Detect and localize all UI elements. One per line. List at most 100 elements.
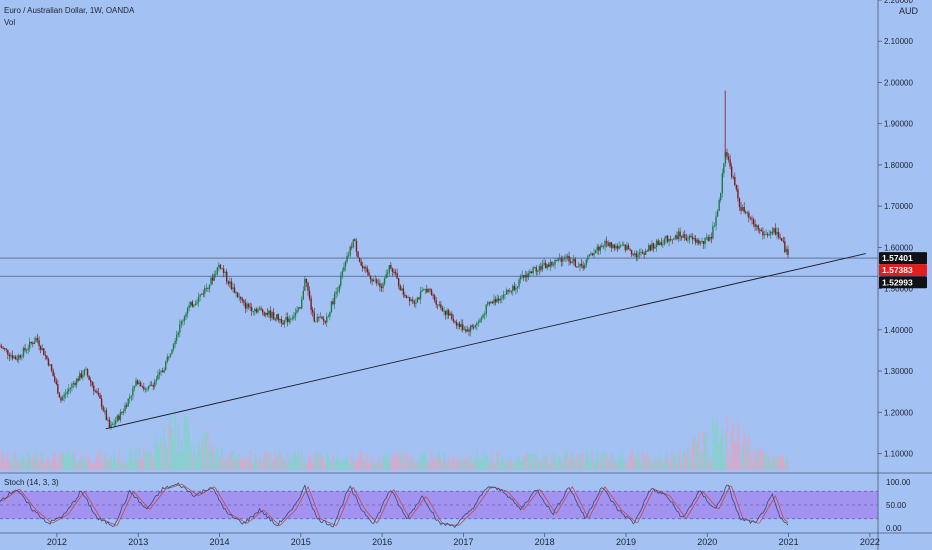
volume-bar [705, 433, 708, 470]
volume-bar [399, 455, 401, 470]
price-tag[interactable] [879, 252, 927, 265]
candle-body [698, 239, 700, 244]
candle-body [663, 238, 666, 245]
volume-bar [347, 462, 350, 470]
candle-body [114, 421, 117, 424]
volume-bar [369, 462, 372, 470]
x-tick-label: 2021 [779, 537, 799, 547]
candle-body [770, 231, 772, 235]
candle-body [651, 243, 653, 251]
volume-bar [482, 451, 484, 470]
candle-body [315, 321, 317, 323]
candle-body [730, 166, 733, 177]
volume-bar [127, 459, 129, 470]
x-tick-label: 2013 [128, 537, 148, 547]
candle-body [751, 218, 753, 220]
candle-body [152, 385, 154, 387]
candle-body [691, 237, 694, 240]
candle-body [763, 234, 766, 236]
volume-bar [22, 457, 25, 470]
volume-bar [296, 456, 298, 470]
volume-bar [477, 459, 480, 470]
price-tag[interactable] [879, 276, 927, 289]
volume-bar [221, 448, 223, 470]
price-labels[interactable]: 1.57401 1.57383 1.52993 [879, 252, 927, 289]
candle-body [458, 323, 461, 327]
candle-body [679, 231, 681, 237]
volume-bar [723, 453, 725, 470]
candle-body [82, 375, 84, 378]
candle-body [535, 267, 537, 272]
volume-bar [240, 456, 242, 470]
candle-body [266, 312, 269, 315]
candle-body [715, 216, 717, 226]
candle-body [208, 284, 211, 289]
volume-bar [72, 453, 75, 470]
volume-bar [71, 453, 73, 470]
volume-bar [118, 450, 120, 470]
volume-bar [383, 455, 386, 470]
volume-bar [574, 457, 577, 470]
candle-body [333, 293, 336, 305]
y-tick-label: 2.10000 [884, 37, 913, 46]
volume-bar [24, 457, 26, 470]
volume-bar [82, 458, 84, 470]
price-tag[interactable] [879, 264, 927, 277]
volume-bar [738, 433, 741, 470]
candle-body [601, 245, 603, 247]
candle-body [75, 378, 78, 385]
volume-bar [396, 454, 398, 470]
candle-body [718, 200, 720, 211]
candle-body [471, 325, 473, 327]
candle-body [2, 347, 4, 349]
candle-body [666, 235, 669, 242]
candle-body [582, 265, 584, 269]
candle-body [380, 286, 383, 289]
volume-bar [682, 451, 684, 470]
volume-bar [110, 456, 112, 470]
volume-bar [443, 452, 445, 470]
volume-bar [430, 450, 433, 470]
volume-bar [149, 451, 151, 470]
volume-bar [604, 451, 606, 470]
volume-bar [416, 461, 419, 470]
volume-bar [648, 457, 650, 470]
volume-bar [515, 459, 517, 470]
volume-bar [748, 435, 750, 470]
candle-body [186, 308, 189, 314]
volume-bar [238, 453, 240, 470]
candle-body [282, 323, 284, 325]
volume-bar [712, 417, 714, 470]
candle-body [249, 307, 251, 308]
volume-bar [177, 422, 179, 470]
candle-body [668, 238, 670, 242]
volume-bar [663, 460, 666, 470]
candle-body [537, 271, 539, 272]
candle-body [210, 277, 212, 285]
candle-body [752, 219, 755, 225]
volume-bar [623, 459, 625, 470]
volume-bar [249, 450, 251, 470]
volume-bar [643, 453, 645, 470]
candle-body [638, 252, 641, 255]
candle-body [16, 359, 18, 361]
candle-body [387, 272, 389, 275]
volume-bar [251, 461, 253, 470]
volume-bar [125, 463, 128, 470]
candle-body [55, 381, 57, 385]
candle-body [699, 241, 702, 244]
volume-bar [735, 442, 738, 470]
volume-bar [746, 444, 749, 470]
volume-bar [427, 460, 430, 470]
volume-bar [136, 458, 139, 470]
volume-bar [474, 458, 476, 470]
candle-body [100, 398, 103, 407]
candle-body [146, 388, 148, 390]
candle-body [422, 289, 425, 291]
candle-body [363, 267, 365, 269]
volume-bar [538, 460, 541, 470]
volume-bar [157, 447, 159, 470]
volume-bar [419, 453, 422, 470]
candle-body [382, 283, 384, 289]
